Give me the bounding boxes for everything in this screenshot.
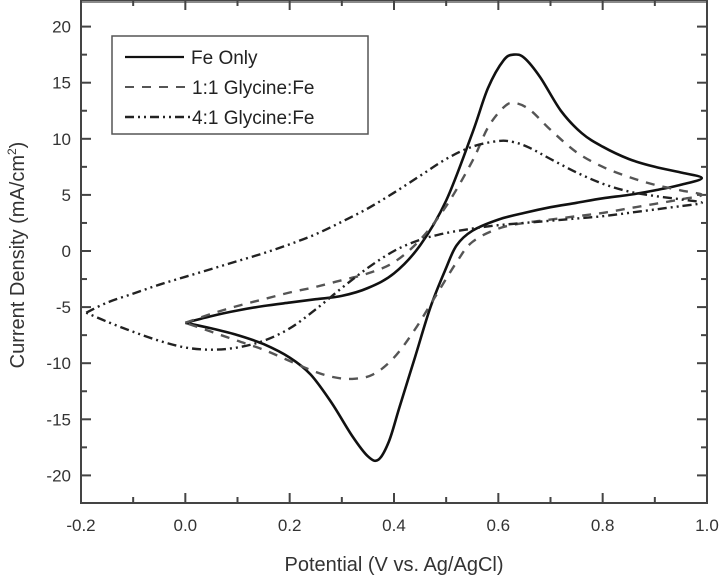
y-tick-label: -10 [46,354,71,373]
x-tick-label: 0.8 [591,516,615,535]
legend: Fe Only 1:1 Glycine:Fe 4:1 Glycine:Fe [111,35,369,135]
y-tick-label: 20 [52,18,71,37]
legend-label-1-1-glycine: 1:1 Glycine:Fe [192,78,315,99]
y-tick-label: 15 [52,74,71,93]
y-tick-label: 10 [52,130,71,149]
y-axis-title-close: ) [7,142,29,149]
x-tick-label: 0.2 [278,516,302,535]
y-tick-label: 0 [62,242,71,261]
series-1-1-glycine-fe-line [184,101,703,381]
axis-ticks [80,0,708,503]
x-axis-title: Potential (V vs. Ag/AgCl) [285,554,504,576]
x-tick-label: 0.4 [382,516,406,535]
x-tick-label: 0.6 [487,516,511,535]
y-tick-label: -5 [56,298,71,317]
y-axis-title: Current Density (mA/cm2) [5,142,29,369]
y-tick-label: -20 [46,466,71,485]
legend-label-fe-only: Fe Only [191,48,258,69]
y-tick-label: 5 [62,186,71,205]
series-4-1-glycine-fe-line [85,139,703,351]
legend-label-4-1-glycine: 4:1 Glycine:Fe [192,108,315,129]
axis-tick-labels: -0.2 0.0 0.2 0.4 0.6 0.8 1.0 -20 -15 -10 -5 0 5 10 15 2… [46,18,718,535]
y-axis-title-main: Current Density (mA/cm [7,155,29,368]
x-tick-label: 0.0 [174,516,198,535]
plot-area-frame [80,0,708,504]
x-tick-label: -0.2 [66,516,95,535]
x-tick-label: 1.0 [695,516,719,535]
series-fe-only-line [184,53,704,463]
y-axis-title-sup: 2 [5,148,19,155]
y-tick-label: -15 [46,410,71,429]
data-series [85,53,704,463]
